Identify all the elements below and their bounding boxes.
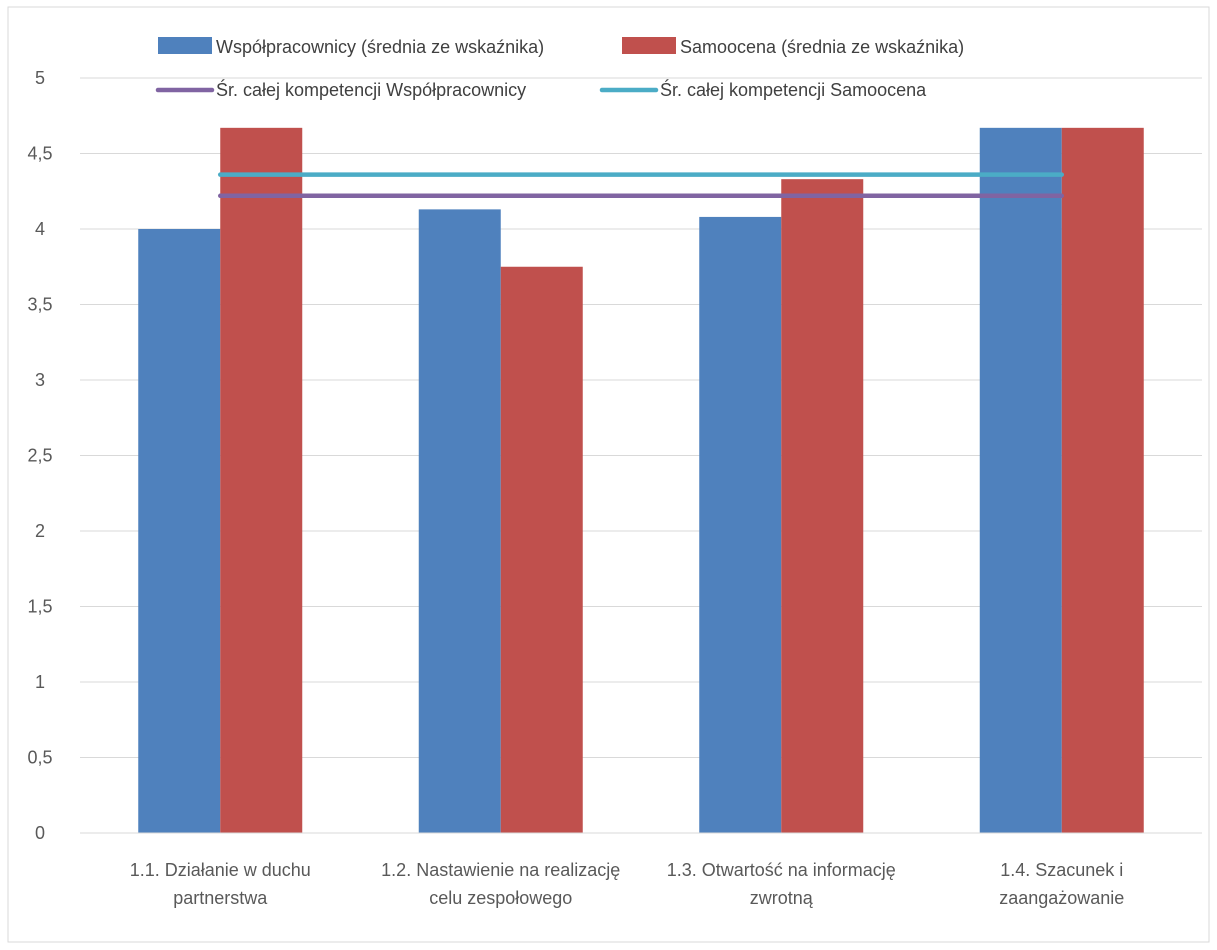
y-tick-label: 2 [35, 521, 45, 541]
x-axis-category-labels: 1.1. Działanie w duchu partnerstwa 1.2. Na… [130, 860, 1125, 908]
y-tick-label: 4,5 [27, 144, 52, 164]
y-tick-label: 0 [35, 823, 45, 843]
y-tick-label: 5 [35, 68, 45, 88]
legend-swatch [158, 37, 212, 54]
legend-label: Śr. całej kompetencji Współpracownicy [216, 79, 526, 100]
bar [220, 127, 303, 833]
bar [500, 266, 583, 833]
bar [418, 209, 501, 833]
bar [138, 229, 221, 833]
y-tick-label: 3,5 [27, 295, 52, 315]
x-category-label-line: celu zespołowego [429, 888, 572, 908]
x-category-label-line: zaangażowanie [999, 888, 1124, 908]
y-tick-label: 1 [35, 672, 45, 692]
legend-label: Samoocena (średnia ze wskaźnika) [680, 37, 964, 57]
y-tick-label: 1,5 [27, 597, 52, 617]
legend-label: Śr. całej kompetencji Samoocena [660, 79, 927, 100]
y-tick-label: 3 [35, 370, 45, 390]
bar [781, 179, 864, 834]
y-tick-label: 2,5 [27, 446, 52, 466]
bar [699, 216, 782, 834]
x-category-label-line: 1.2. Nastawienie na realizację [381, 860, 620, 880]
x-category-label: 1.4. Szacunek i zaangażowanie [999, 860, 1124, 908]
y-axis-tick-labels: 0 0,5 1 1,5 2 2,5 3 3,5 4 4,5 5 [27, 68, 52, 843]
reference-lines [218, 172, 1064, 199]
x-category-label-line: 1.3. Otwartość na informację [667, 860, 896, 880]
legend-swatch [622, 37, 676, 54]
x-category-label: 1.3. Otwartość na informację zwrotną [667, 860, 896, 908]
x-category-label: 1.2. Nastawienie na realizację celu zespo… [381, 860, 620, 908]
bar [979, 127, 1062, 833]
bar [1061, 127, 1144, 833]
legend-label: Współpracownicy (średnia ze wskaźnika) [216, 37, 544, 57]
x-category-label-line: 1.1. Działanie w duchu [130, 860, 311, 880]
bars [138, 127, 1144, 834]
x-category-label-line: zwrotną [750, 888, 814, 908]
x-category-label: 1.1. Działanie w duchu partnerstwa [130, 860, 311, 908]
y-tick-label: 0,5 [27, 748, 52, 768]
y-tick-label: 4 [35, 219, 45, 239]
legend: Współpracownicy (średnia ze wskaźnika) Sa… [155, 37, 964, 100]
x-category-label-line: 1.4. Szacunek i [1000, 860, 1123, 880]
x-category-label-line: partnerstwa [173, 888, 268, 908]
